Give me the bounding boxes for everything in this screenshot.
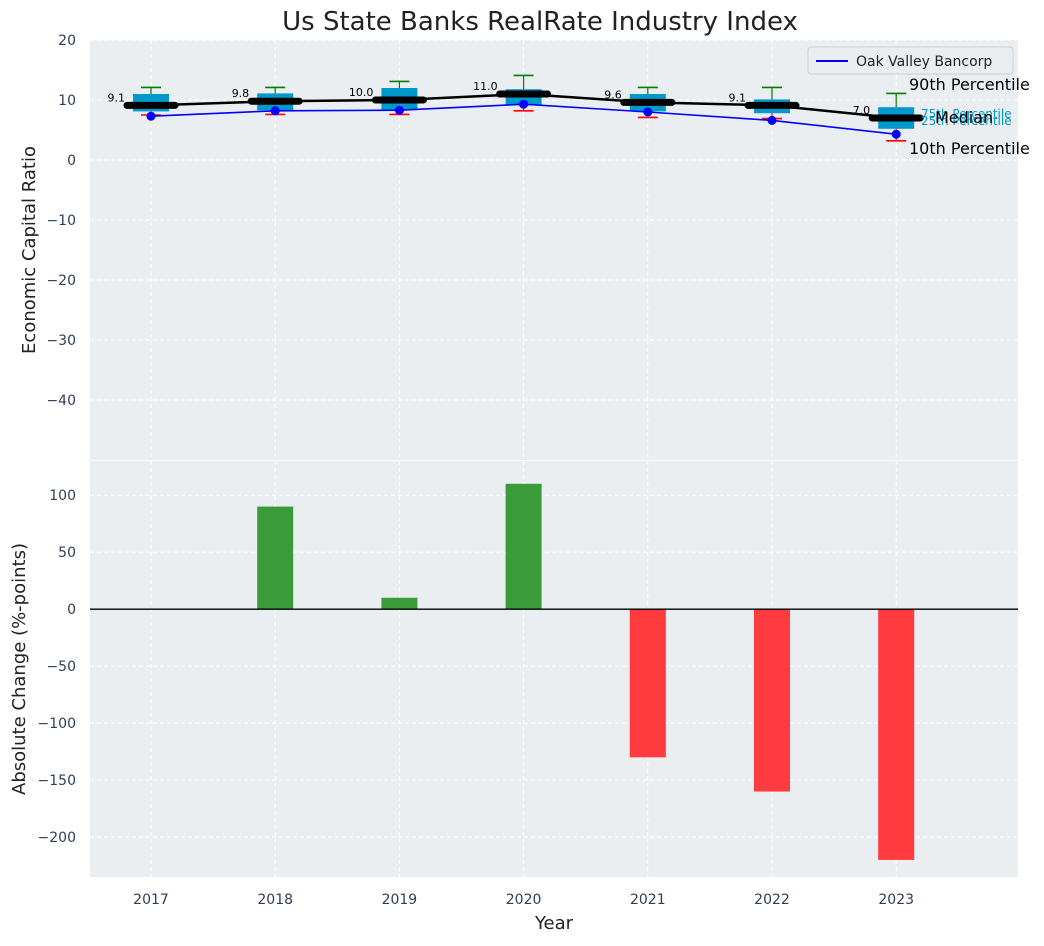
median-label-2021: 9.6 bbox=[604, 88, 622, 101]
series-point-2017 bbox=[147, 112, 156, 121]
median-label-2019: 10.0 bbox=[349, 86, 374, 99]
bar-2021 bbox=[630, 609, 666, 757]
legend: Oak Valley Bancorp bbox=[808, 47, 1013, 74]
bottom-y-ticks: 100 50 0 −50 −100 −150 −200 bbox=[38, 488, 76, 846]
series-point-2021 bbox=[643, 108, 652, 117]
bottom-y-tick--200: −200 bbox=[38, 830, 76, 846]
top-y-tick--40: −40 bbox=[46, 393, 76, 409]
top-y-ticks: 20 10 0 −10 −20 −30 −40 bbox=[46, 33, 76, 409]
median-label-2017: 9.1 bbox=[108, 91, 126, 104]
bar-2023 bbox=[878, 609, 914, 860]
annotation-90th-percentile: 90th Percentile bbox=[909, 75, 1030, 94]
top-y-tick--10: −10 bbox=[46, 213, 76, 229]
median-label-2020: 11.0 bbox=[473, 80, 498, 93]
series-point-2023 bbox=[892, 130, 901, 139]
top-y-tick-20: 20 bbox=[58, 33, 76, 49]
median-label-2018: 9.8 bbox=[232, 87, 250, 100]
bar-2022 bbox=[754, 609, 790, 791]
top-y-tick--30: −30 bbox=[46, 333, 76, 349]
series-point-2022 bbox=[768, 116, 777, 125]
median-label-2023: 7.0 bbox=[853, 104, 871, 117]
x-tick-2017: 2017 bbox=[133, 892, 169, 908]
top-y-axis-title: Economic Capital Ratio bbox=[19, 146, 40, 354]
series-point-2020 bbox=[519, 100, 528, 109]
bottom-y-tick-100: 100 bbox=[49, 488, 76, 504]
bottom-y-axis-title: Absolute Change (%-points) bbox=[9, 543, 30, 795]
top-y-tick-10: 10 bbox=[58, 93, 76, 109]
top-y-tick--20: −20 bbox=[46, 273, 76, 289]
bar-2020 bbox=[506, 484, 542, 609]
chart-title: Us State Banks RealRate Industry Index bbox=[282, 7, 798, 37]
x-tick-2018: 2018 bbox=[257, 892, 293, 908]
x-tick-2023: 2023 bbox=[878, 892, 914, 908]
legend-label-oak-valley: Oak Valley Bancorp bbox=[856, 54, 992, 70]
series-point-2018 bbox=[271, 106, 280, 115]
bottom-y-tick--50: −50 bbox=[46, 659, 76, 675]
x-tick-2020: 2020 bbox=[506, 892, 542, 908]
bottom-y-tick-0: 0 bbox=[67, 602, 76, 618]
bottom-y-tick--100: −100 bbox=[38, 716, 76, 732]
annotation-median: Median bbox=[935, 108, 993, 127]
x-tick-2021: 2021 bbox=[630, 892, 666, 908]
bar-2019 bbox=[381, 598, 417, 609]
series-point-2019 bbox=[395, 106, 404, 115]
median-label-2022: 9.1 bbox=[729, 91, 747, 104]
x-ticks: 2017 2018 2019 2020 2021 2022 2023 bbox=[133, 892, 914, 908]
x-tick-2022: 2022 bbox=[754, 892, 790, 908]
top-y-tick-0: 0 bbox=[67, 153, 76, 169]
bottom-y-tick-50: 50 bbox=[58, 545, 76, 561]
x-axis-title: Year bbox=[534, 913, 574, 934]
annotation-10th-percentile: 10th Percentile bbox=[909, 139, 1030, 158]
bar-2018 bbox=[257, 507, 293, 610]
bottom-y-tick--150: −150 bbox=[38, 773, 76, 789]
x-tick-2019: 2019 bbox=[382, 892, 418, 908]
